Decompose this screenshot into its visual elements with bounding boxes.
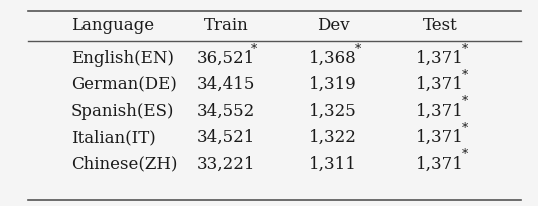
Text: 1,322: 1,322 [309,129,357,146]
Text: Italian(IT): Italian(IT) [71,129,155,146]
Text: 1,371: 1,371 [416,156,464,172]
Text: 1,368: 1,368 [309,50,357,67]
Text: *: * [462,69,468,82]
Text: Train: Train [204,17,249,34]
Text: 1,371: 1,371 [416,129,464,146]
Text: English(EN): English(EN) [71,50,174,67]
Text: *: * [462,148,468,161]
Text: *: * [355,43,361,56]
Text: 1,371: 1,371 [416,50,464,67]
Text: *: * [462,96,468,109]
Text: *: * [462,43,468,56]
Text: *: * [462,122,468,135]
Text: 34,415: 34,415 [197,76,256,93]
Text: Chinese(ZH): Chinese(ZH) [71,156,178,172]
Text: 33,221: 33,221 [197,156,256,172]
Text: *: * [251,43,257,56]
Text: German(DE): German(DE) [71,76,177,93]
Text: Spanish(ES): Spanish(ES) [71,103,174,120]
Text: 1,311: 1,311 [309,156,357,172]
Text: 34,552: 34,552 [197,103,256,120]
Text: 1,319: 1,319 [309,76,357,93]
Text: 1,371: 1,371 [416,76,464,93]
Text: 34,521: 34,521 [197,129,256,146]
Text: 36,521: 36,521 [197,50,256,67]
Text: 1,325: 1,325 [309,103,357,120]
Text: Test: Test [423,17,458,34]
Text: 1,371: 1,371 [416,103,464,120]
Text: Dev: Dev [317,17,350,34]
Text: Language: Language [71,17,154,34]
